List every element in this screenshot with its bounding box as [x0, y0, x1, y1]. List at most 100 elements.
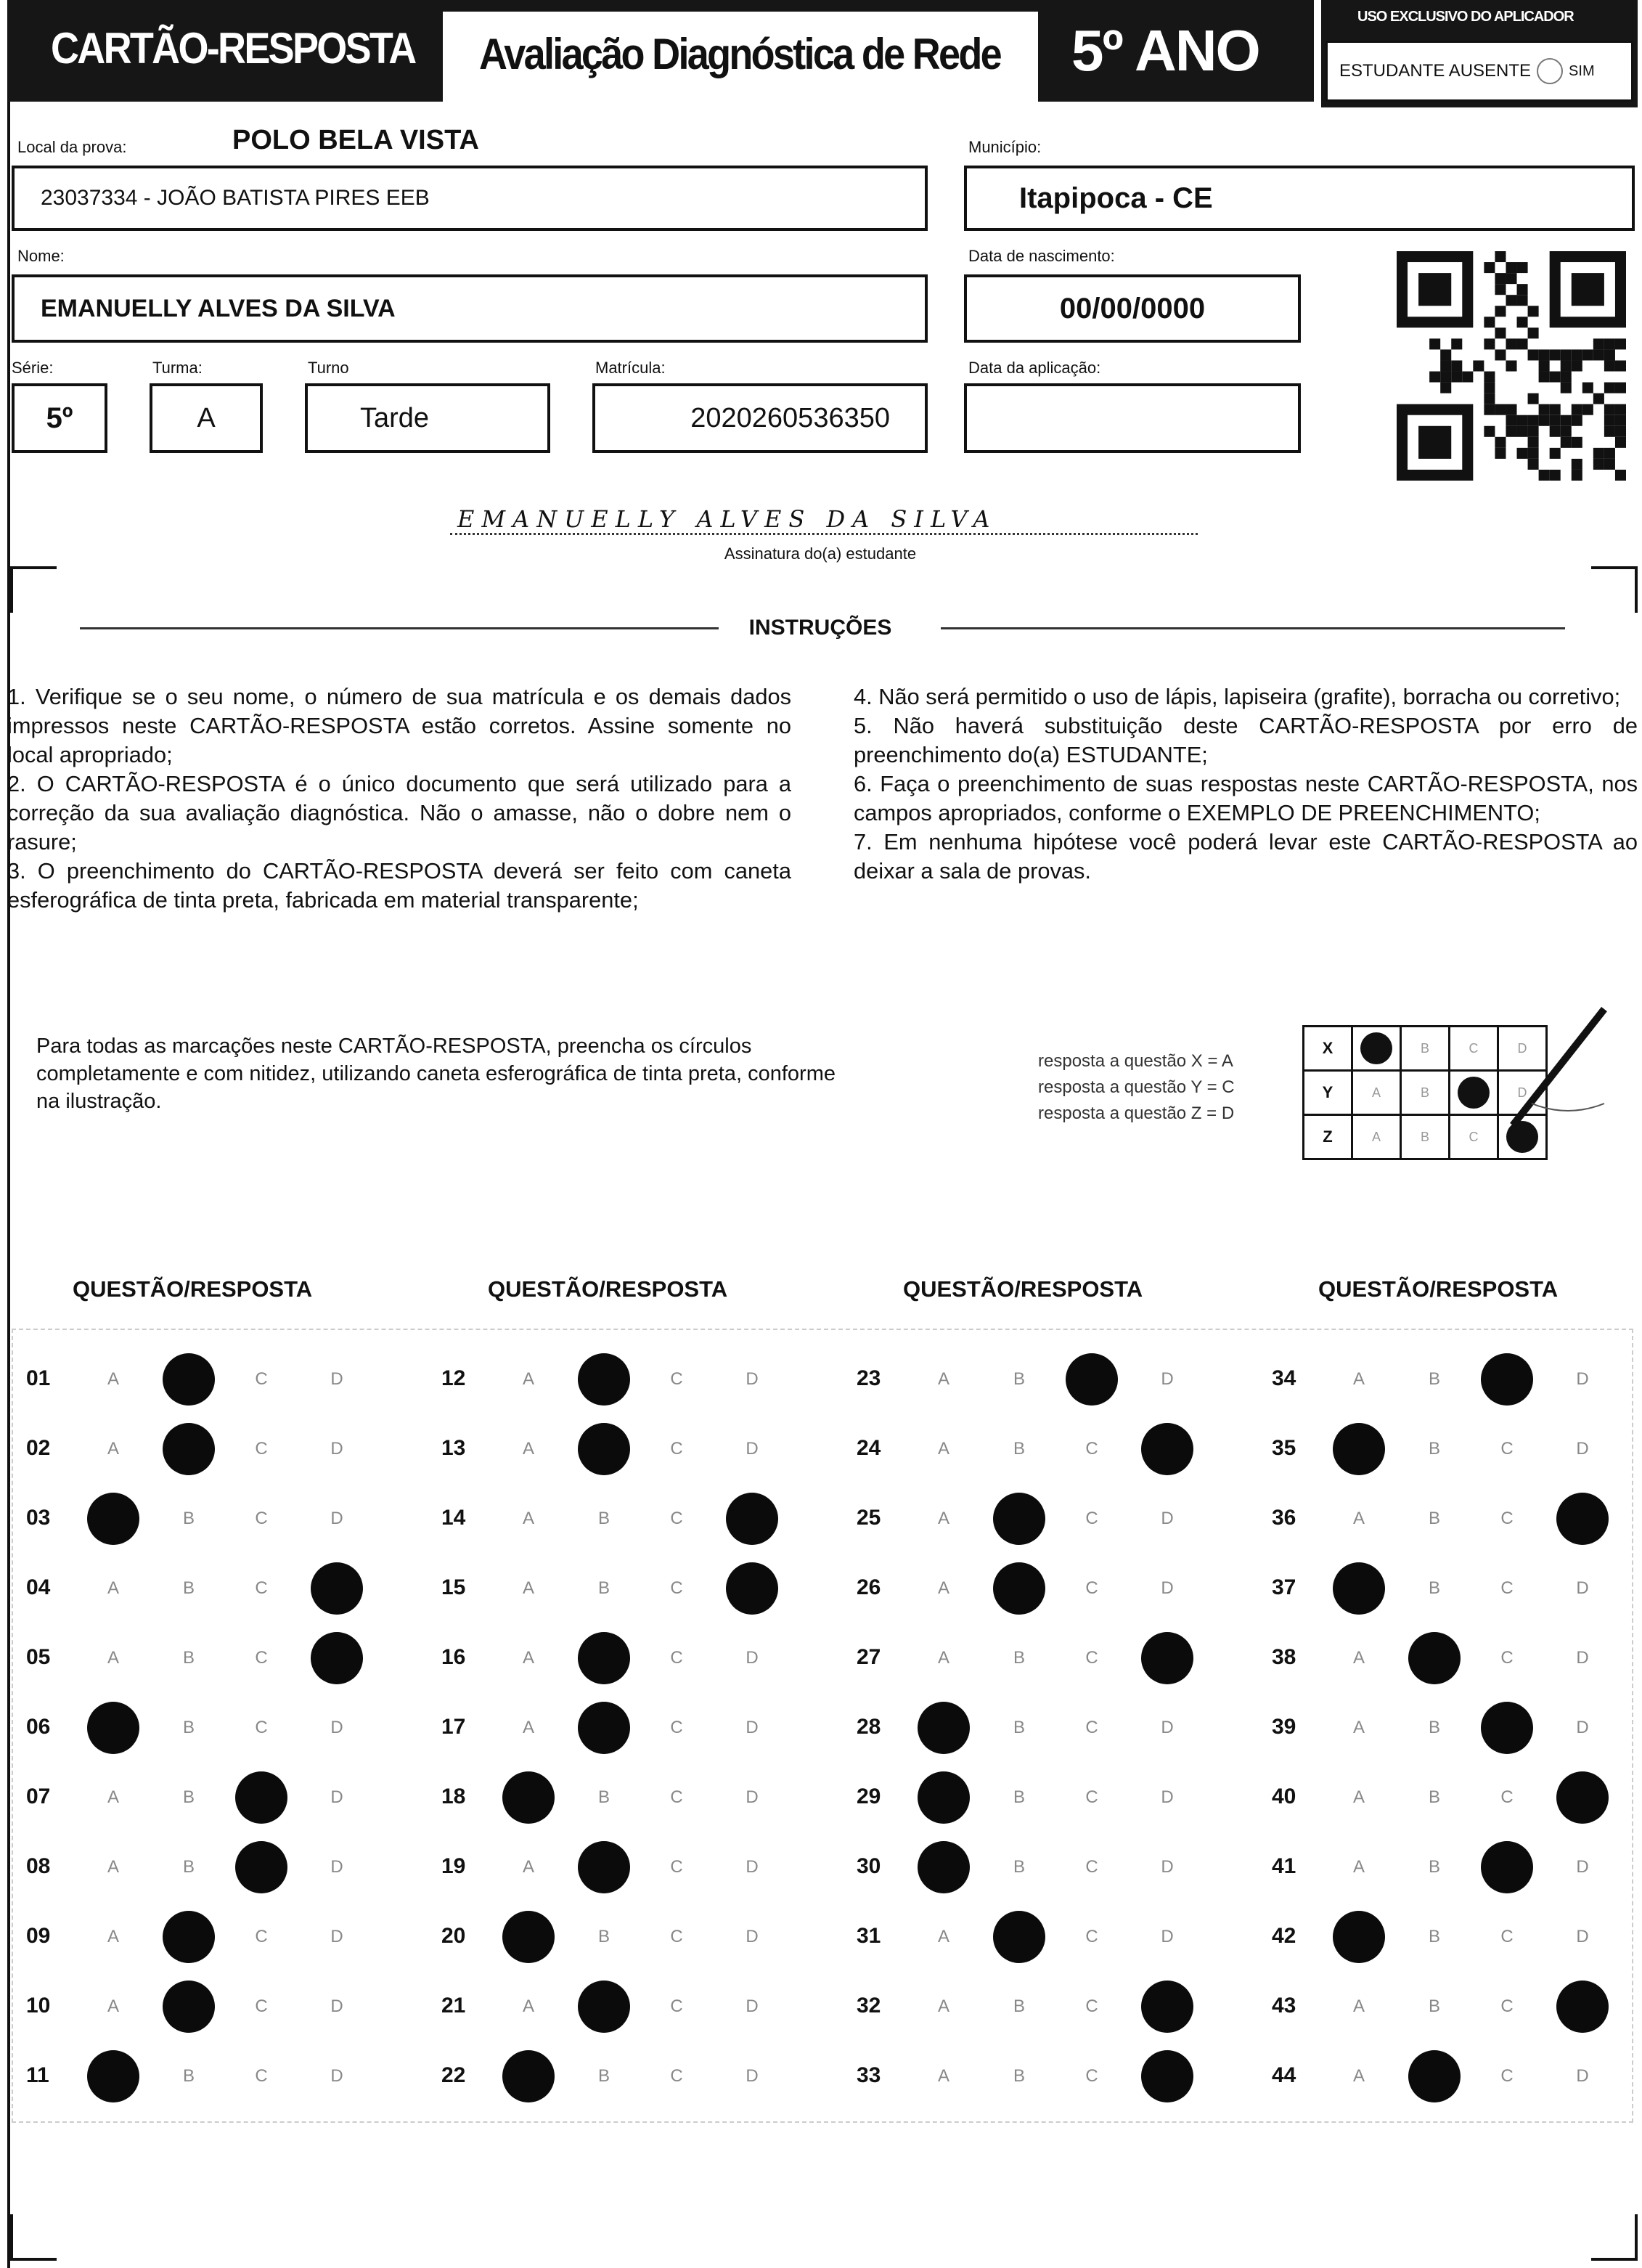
filled-bubble[interactable] [1556, 1493, 1609, 1545]
option-bubble[interactable]: C [670, 1439, 683, 1459]
option-bubble[interactable]: C [255, 1718, 268, 1737]
option-bubble[interactable]: A [1352, 1509, 1365, 1528]
option-bubble[interactable]: C [255, 1369, 268, 1389]
option-bubble[interactable]: C [1500, 1648, 1514, 1668]
option-bubble[interactable]: C [1085, 1718, 1098, 1737]
option-bubble[interactable]: D [746, 1648, 759, 1668]
option-bubble[interactable]: A [1352, 1787, 1365, 1807]
filled-bubble[interactable] [1481, 1353, 1533, 1406]
filled-bubble[interactable] [311, 1632, 363, 1684]
option-bubble[interactable]: A [937, 1648, 949, 1668]
filled-bubble[interactable] [87, 1702, 139, 1754]
filled-bubble[interactable] [1333, 1423, 1385, 1475]
option-bubble[interactable]: B [597, 1927, 610, 1946]
filled-bubble[interactable] [87, 1493, 139, 1545]
option-bubble[interactable]: A [937, 1369, 949, 1389]
option-bubble[interactable]: D [1161, 1857, 1174, 1877]
option-bubble[interactable]: A [522, 1369, 534, 1389]
filled-bubble[interactable] [1141, 1423, 1193, 1475]
option-bubble[interactable]: D [746, 1787, 759, 1807]
filled-bubble[interactable] [726, 1493, 778, 1545]
option-bubble[interactable]: A [107, 1927, 119, 1946]
option-bubble[interactable]: A [522, 1578, 534, 1598]
option-bubble[interactable]: C [255, 1578, 268, 1598]
option-bubble[interactable]: B [1428, 1718, 1440, 1737]
option-bubble[interactable]: C [670, 1718, 683, 1737]
option-bubble[interactable]: C [255, 2066, 268, 2086]
option-bubble[interactable]: C [1500, 1509, 1514, 1528]
option-bubble[interactable]: D [1161, 1578, 1174, 1598]
option-bubble[interactable]: D [330, 1369, 343, 1389]
filled-bubble[interactable] [1408, 2050, 1461, 2102]
option-bubble[interactable]: C [1085, 1648, 1098, 1668]
option-bubble[interactable]: C [670, 1369, 683, 1389]
option-bubble[interactable]: D [746, 1857, 759, 1877]
option-bubble[interactable]: D [746, 1927, 759, 1946]
absent-bubble[interactable] [1537, 58, 1564, 84]
option-bubble[interactable]: C [670, 1996, 683, 2016]
option-bubble[interactable]: B [1013, 1996, 1025, 2016]
option-bubble[interactable]: B [597, 1578, 610, 1598]
option-bubble[interactable]: C [670, 1509, 683, 1528]
option-bubble[interactable]: D [746, 1369, 759, 1389]
option-bubble[interactable]: C [1500, 2066, 1514, 2086]
option-bubble[interactable]: C [255, 1509, 268, 1528]
option-bubble[interactable]: A [522, 1439, 534, 1459]
option-bubble[interactable]: A [522, 1509, 534, 1528]
option-bubble[interactable]: A [937, 1439, 949, 1459]
option-bubble[interactable]: A [1352, 1857, 1365, 1877]
option-bubble[interactable]: C [1085, 1509, 1098, 1528]
option-bubble[interactable]: A [522, 1718, 534, 1737]
option-bubble[interactable]: D [330, 1718, 343, 1737]
option-bubble[interactable]: A [107, 1439, 119, 1459]
option-bubble[interactable]: C [1085, 1996, 1098, 2016]
option-bubble[interactable]: C [255, 1439, 268, 1459]
option-bubble[interactable]: C [1085, 1439, 1098, 1459]
option-bubble[interactable]: A [937, 2066, 949, 2086]
option-bubble[interactable]: D [330, 2066, 343, 2086]
option-bubble[interactable]: A [1352, 1648, 1365, 1668]
option-bubble[interactable]: B [1428, 1857, 1440, 1877]
option-bubble[interactable]: B [597, 1509, 610, 1528]
option-bubble[interactable]: C [1085, 1857, 1098, 1877]
filled-bubble[interactable] [1141, 1981, 1193, 2033]
option-bubble[interactable]: C [255, 1927, 268, 1946]
filled-bubble[interactable] [1066, 1353, 1118, 1406]
option-bubble[interactable]: C [670, 1648, 683, 1668]
filled-bubble[interactable] [163, 1911, 215, 1963]
option-bubble[interactable]: B [1428, 1787, 1440, 1807]
option-bubble[interactable]: D [1576, 1439, 1589, 1459]
option-bubble[interactable]: B [182, 1648, 195, 1668]
option-bubble[interactable]: B [1013, 1439, 1025, 1459]
filled-bubble[interactable] [726, 1562, 778, 1615]
option-bubble[interactable]: B [182, 1509, 195, 1528]
filled-bubble[interactable] [235, 1771, 287, 1824]
option-bubble[interactable]: B [182, 1718, 195, 1737]
filled-bubble[interactable] [311, 1562, 363, 1615]
filled-bubble[interactable] [1141, 2050, 1193, 2102]
option-bubble[interactable]: A [107, 1857, 119, 1877]
option-bubble[interactable]: B [1428, 1509, 1440, 1528]
option-bubble[interactable]: C [670, 2066, 683, 2086]
option-bubble[interactable]: B [597, 2066, 610, 2086]
option-bubble[interactable]: D [746, 2066, 759, 2086]
filled-bubble[interactable] [1333, 1562, 1385, 1615]
option-bubble[interactable]: A [937, 1927, 949, 1946]
filled-bubble[interactable] [578, 1632, 630, 1684]
filled-bubble[interactable] [1556, 1981, 1609, 2033]
option-bubble[interactable]: D [746, 1439, 759, 1459]
option-bubble[interactable]: D [1576, 1369, 1589, 1389]
option-bubble[interactable]: C [1085, 2066, 1098, 2086]
option-bubble[interactable]: D [1576, 1857, 1589, 1877]
option-bubble[interactable]: B [1013, 1648, 1025, 1668]
option-bubble[interactable]: B [182, 1857, 195, 1877]
option-bubble[interactable]: D [1161, 1718, 1174, 1737]
option-bubble[interactable]: C [255, 1996, 268, 2016]
option-bubble[interactable]: D [1576, 1578, 1589, 1598]
option-bubble[interactable]: B [1428, 1439, 1440, 1459]
filled-bubble[interactable] [1408, 1632, 1461, 1684]
filled-bubble[interactable] [993, 1562, 1045, 1615]
option-bubble[interactable]: B [1428, 1996, 1440, 2016]
filled-bubble[interactable] [918, 1841, 970, 1893]
option-bubble[interactable]: C [670, 1857, 683, 1877]
